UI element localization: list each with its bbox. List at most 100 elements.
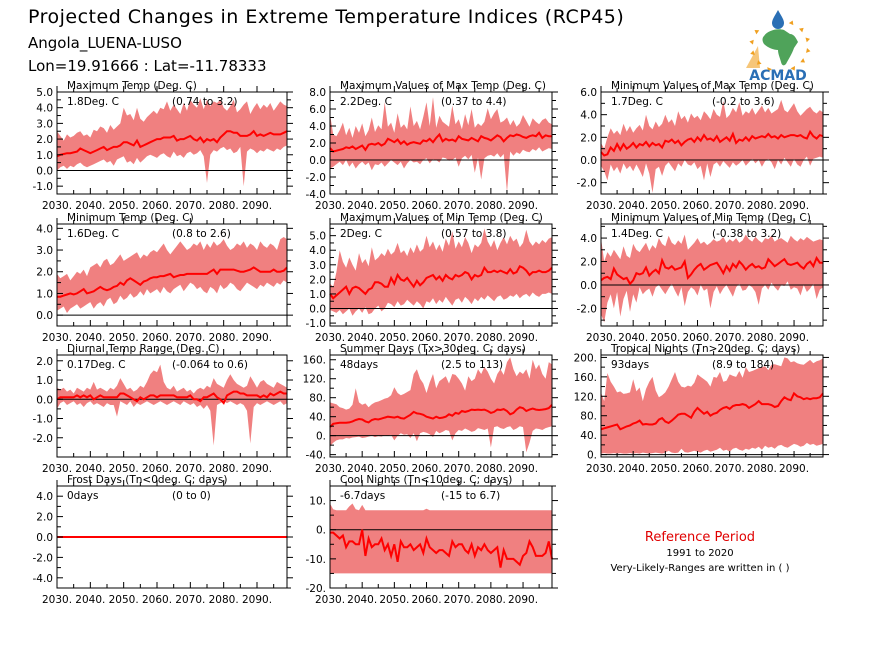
very-likely-range-band bbox=[601, 99, 823, 193]
x-tick-label: 2070. bbox=[444, 594, 474, 606]
x-tick-label: 2090. bbox=[508, 200, 538, 212]
x-tick-label: 2060. bbox=[142, 463, 172, 475]
x-tick-label: 2070. bbox=[444, 332, 474, 344]
y-tick-label: 0. bbox=[316, 431, 326, 443]
chart-panel-tnmean: 2030. 2040. 2050. 2060. 2070. 2080. 2090. 0.0 1.… bbox=[36, 212, 293, 344]
very-likely-range-label: (-15 to 6.7) bbox=[441, 490, 500, 502]
sun-ray bbox=[790, 65, 795, 71]
plot-frame bbox=[600, 91, 824, 195]
y-tick-label: 160. bbox=[574, 372, 597, 384]
y-tick-label: 0.0 bbox=[36, 310, 53, 322]
y-tick-label: 160. bbox=[303, 355, 326, 367]
median-change-label: 1.8Deg. C bbox=[67, 96, 119, 108]
x-tick-label: 2090. bbox=[779, 463, 809, 475]
y-tick-label: -2.0 bbox=[577, 178, 598, 190]
x-tick-label: 2080. bbox=[476, 463, 506, 475]
africa-map-icon bbox=[762, 29, 798, 66]
y-tick-label: 4.0 bbox=[36, 491, 53, 503]
x-tick-label: 2030. bbox=[586, 463, 616, 475]
median-change-label: 1.6Deg. C bbox=[67, 228, 119, 240]
y-tick-label: 1.0 bbox=[36, 375, 53, 387]
median-change-label: 93days bbox=[611, 359, 649, 371]
very-likely-range-note: Very-Likely-Ranges are written in ( ) bbox=[610, 563, 790, 574]
x-tick-label: 2070. bbox=[175, 200, 205, 212]
x-tick-label: 2040. bbox=[347, 594, 377, 606]
sun-ray bbox=[767, 67, 772, 72]
x-tick-label: 2090. bbox=[242, 594, 272, 606]
very-likely-range-band bbox=[601, 357, 823, 454]
y-tick-label: -4.0 bbox=[33, 573, 54, 585]
sun-ray bbox=[798, 27, 804, 33]
x-tick-label: 2050. bbox=[650, 463, 680, 475]
x-tick-label: 2040. bbox=[75, 594, 105, 606]
median-change-label: 1.4Deg. C bbox=[611, 228, 663, 240]
x-tick-label: 2050. bbox=[109, 200, 139, 212]
sun-ray bbox=[806, 48, 811, 53]
x-tick-label: 2050. bbox=[379, 332, 409, 344]
x-tick-label: 2080. bbox=[476, 332, 506, 344]
sun-ray bbox=[800, 58, 806, 63]
very-likely-range-band bbox=[330, 503, 552, 574]
y-tick-label: 3.0 bbox=[309, 260, 326, 272]
x-tick-label: 2040. bbox=[618, 200, 648, 212]
median-change-label: 0.17Deg. C bbox=[67, 359, 126, 371]
x-tick-label: 2090. bbox=[242, 332, 272, 344]
y-tick-label: -40. bbox=[306, 450, 327, 462]
sun-ray bbox=[749, 39, 754, 45]
panel-title: Minimum Values of Min Temp (Deg. C) bbox=[611, 212, 811, 224]
acmad-logo: ACMAD bbox=[746, 10, 811, 84]
x-tick-label: 2040. bbox=[75, 200, 105, 212]
x-tick-label: 2090. bbox=[508, 594, 538, 606]
y-tick-label: 4.0 bbox=[309, 245, 326, 257]
x-tick-label: 2040. bbox=[75, 332, 105, 344]
chart-panel-cn: 2030. 2040. 2050. 2060. 2070. 2080. 2090. -20. -… bbox=[306, 474, 558, 606]
chart-panel-tnn: 2030. 2040. 2050. 2060. 2070. 2080. 2090. -2.0 0… bbox=[577, 212, 829, 344]
chart-panel-txmean: 2030. 2040. 2050. 2060. 2070. 2080. 2090. -1.0 0… bbox=[33, 80, 293, 212]
very-likely-range-band bbox=[330, 228, 552, 316]
x-tick-label: 2040. bbox=[618, 463, 648, 475]
x-tick-label: 2060. bbox=[411, 200, 441, 212]
sun-ray bbox=[788, 20, 794, 26]
very-likely-range-band bbox=[57, 98, 287, 187]
x-tick-label: 2090. bbox=[242, 463, 272, 475]
plot-frame bbox=[329, 354, 553, 458]
y-tick-label: 4.0 bbox=[580, 233, 597, 245]
x-tick-label: 2070. bbox=[715, 332, 745, 344]
very-likely-range-label: (-0.064 to 0.6) bbox=[172, 359, 248, 371]
x-tick-label: 2090. bbox=[508, 463, 538, 475]
x-tick-label: 2040. bbox=[75, 463, 105, 475]
y-tick-label: 4.0 bbox=[580, 110, 597, 122]
plot-frame bbox=[56, 91, 288, 195]
panel-title: Maximum Values of Min Temp (Deg. C) bbox=[340, 212, 543, 224]
very-likely-range-label: (0.37 to 4.4) bbox=[441, 96, 507, 108]
very-likely-range-label: (0.74 to 3.2) bbox=[172, 96, 238, 108]
x-tick-label: 2030. bbox=[42, 594, 72, 606]
x-tick-label: 2030. bbox=[42, 332, 72, 344]
median-change-label: 48days bbox=[340, 359, 378, 371]
y-tick-label: 3.0 bbox=[36, 245, 53, 257]
y-tick-label: 5.0 bbox=[309, 231, 326, 243]
x-tick-label: 2040. bbox=[347, 463, 377, 475]
plot-frame bbox=[56, 223, 288, 327]
x-tick-label: 2050. bbox=[109, 332, 139, 344]
x-tick-label: 2090. bbox=[779, 200, 809, 212]
y-tick-label: -10. bbox=[306, 554, 327, 566]
x-tick-label: 2080. bbox=[476, 200, 506, 212]
median-change-label: 1.7Deg. C bbox=[611, 96, 663, 108]
x-tick-label: 2050. bbox=[379, 200, 409, 212]
y-tick-label: 1.0 bbox=[36, 150, 53, 162]
y-tick-label: -2.0 bbox=[577, 303, 598, 315]
y-tick-label: -2.0 bbox=[33, 433, 54, 445]
x-tick-label: 2070. bbox=[175, 594, 205, 606]
panel-title: Maximum Temp (Deg. C) bbox=[67, 80, 197, 92]
x-tick-label: 2030. bbox=[315, 463, 345, 475]
plot-frame bbox=[329, 223, 553, 327]
median-line bbox=[56, 390, 287, 405]
x-tick-label: 2060. bbox=[411, 594, 441, 606]
y-tick-label: 1.0 bbox=[309, 289, 326, 301]
y-tick-label: 2.0 bbox=[36, 512, 53, 524]
x-tick-label: 2030. bbox=[42, 463, 72, 475]
x-tick-label: 2070. bbox=[175, 463, 205, 475]
plot-frame bbox=[56, 354, 288, 458]
x-tick-label: 2050. bbox=[109, 463, 139, 475]
